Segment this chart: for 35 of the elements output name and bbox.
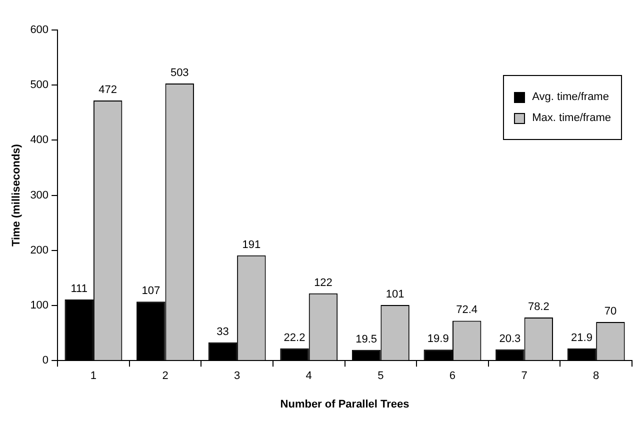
y-tick-label: 300	[30, 189, 49, 202]
data-label: 21.9	[571, 332, 592, 344]
x-tick-label: 3	[234, 370, 240, 382]
y-tick-label: 100	[30, 300, 49, 312]
x-tick-label: 5	[378, 370, 384, 382]
data-label: 107	[142, 285, 160, 298]
data-label: 70	[604, 306, 617, 318]
data-label: 78.2	[528, 301, 550, 314]
data-label: 472	[98, 84, 117, 96]
data-label: 101	[386, 288, 404, 300]
data-label: 122	[314, 276, 332, 289]
data-label: 19.9	[427, 333, 449, 346]
y-tick-label: 600	[30, 24, 49, 36]
y-tick-label: 200	[30, 244, 49, 256]
x-tick-label: 7	[521, 370, 528, 382]
data-label: 503	[170, 66, 189, 79]
y-tick-label: 400	[30, 134, 49, 146]
data-label: 111	[70, 282, 88, 295]
y-axis-title: Time (milliseconds)	[10, 144, 23, 247]
legend-label: Max. time/frame	[532, 112, 611, 124]
x-tick-label: 1	[90, 370, 97, 382]
data-label: 72.4	[456, 304, 478, 316]
data-label: 33	[216, 326, 229, 338]
data-label: 191	[242, 238, 261, 251]
y-tick-label: 0	[42, 354, 49, 367]
x-tick-label: 6	[449, 370, 456, 382]
data-label: 22.2	[284, 332, 306, 344]
y-tick-label: 500	[30, 79, 49, 92]
x-tick-label: 8	[593, 370, 600, 382]
legend-label: Avg. time/frame	[532, 91, 609, 103]
x-tick-label: 2	[162, 370, 168, 382]
x-axis-title: Number of Parallel Trees	[280, 398, 410, 410]
x-tick-label: 4	[306, 370, 312, 382]
data-label: 20.3	[499, 332, 521, 345]
data-label: 19.5	[356, 333, 378, 346]
